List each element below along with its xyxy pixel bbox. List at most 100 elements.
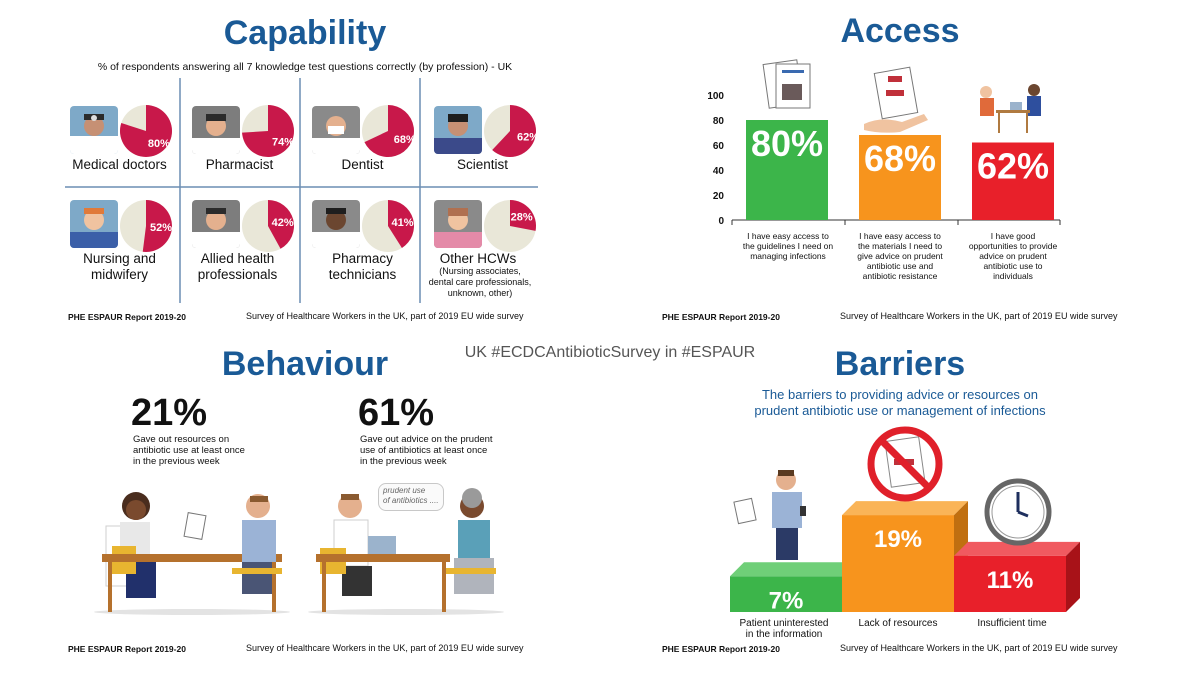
label-pharmacist: Pharmacist bbox=[205, 157, 274, 172]
access-cat-3-l4: antibiotic use to bbox=[983, 261, 1043, 271]
label-pharmacy-technicians: Pharmacy technicians bbox=[305, 251, 420, 283]
pie-value-label: 41% bbox=[391, 217, 413, 229]
pie-allied-health: 42% bbox=[242, 200, 294, 252]
barriers-title: Barriers bbox=[834, 345, 966, 383]
access-bar-value: 80% bbox=[751, 123, 823, 164]
scientist-icon bbox=[434, 106, 482, 154]
pie-slice bbox=[492, 105, 536, 157]
stat2-desc-l2: use of antibiotics at least once bbox=[360, 445, 488, 456]
access-cat-1-l3: managing infections bbox=[750, 251, 826, 261]
dentist-icon bbox=[312, 106, 360, 154]
access-cat-2-l1: I have easy access to bbox=[859, 231, 941, 241]
label-other-hcws: Other HCWs bbox=[439, 251, 517, 266]
access-cat-3-l2: opportunities to provide bbox=[968, 241, 1058, 251]
clock-icon bbox=[984, 478, 1052, 546]
footer-right-barriers: Survey of Healthcare Workers in the UK, … bbox=[840, 643, 1118, 653]
y-tick-label: 80 bbox=[713, 116, 725, 127]
access-cat-3-l5: individuals bbox=[993, 271, 1033, 281]
footer-left-access: PHE ESPAUR Report 2019-20 bbox=[662, 312, 780, 322]
access-chart: 0 20 40 60 80 100 80% 68% 62% bbox=[707, 91, 1061, 227]
speech-bubble-text: prudent use of antibiotics .... bbox=[383, 486, 439, 506]
access-cat-1: I have easy access to the guidelines I n… bbox=[738, 231, 838, 261]
barrier-bar-value: 7% bbox=[769, 587, 804, 614]
label-pharmtech-line2: technicians bbox=[328, 267, 397, 282]
barrier-bar-top bbox=[842, 501, 968, 516]
label-allied-health: Allied health professionals bbox=[180, 251, 295, 283]
barriers-subtitle-l1: The barriers to providing advice or reso… bbox=[761, 387, 1039, 402]
pie-slice bbox=[142, 200, 172, 252]
pie-nursing-midwifery: 52% bbox=[120, 200, 172, 252]
capability-grid bbox=[65, 78, 538, 303]
pie-pharmacy-technicians: 41% bbox=[362, 200, 414, 252]
barriers-subtitle-l2: prudent antibiotic use or management of … bbox=[754, 403, 1046, 418]
nurse-icon bbox=[70, 200, 118, 248]
access-bar-value: 68% bbox=[864, 138, 936, 179]
consultation-people-icon bbox=[980, 84, 1041, 133]
pie-value-label: 68% bbox=[394, 134, 416, 146]
pie-value-label: 28% bbox=[511, 211, 533, 223]
barrier-bar-top bbox=[954, 541, 1080, 556]
y-tick-label: 100 bbox=[707, 91, 724, 102]
barrier-bar bbox=[954, 555, 1066, 612]
barrier-bar-side bbox=[1066, 541, 1080, 612]
y-tick-label: 20 bbox=[713, 191, 725, 202]
pharmacist-icon bbox=[192, 106, 240, 154]
barrier-bar-value: 19% bbox=[874, 526, 922, 553]
barriers-subtitle: The barriers to providing advice or reso… bbox=[730, 387, 1070, 419]
barrier-bar bbox=[842, 515, 954, 612]
capability-title: Capability bbox=[223, 14, 387, 52]
uninterested-patient-icon bbox=[733, 470, 806, 560]
access-bar bbox=[859, 135, 941, 220]
pie-value-label: 62% bbox=[517, 132, 538, 144]
pie-value-label: 80% bbox=[148, 138, 170, 150]
access-cat-3-l1: I have good bbox=[990, 231, 1036, 241]
hashtag: UK #ECDCAntibioticSurvey in #ESPAUR bbox=[464, 344, 756, 361]
stat1-desc-l2: antibiotic use at least once bbox=[133, 445, 245, 456]
barrier-bar bbox=[730, 576, 842, 612]
access-cat-1-l1: I have easy access to bbox=[747, 231, 829, 241]
footer-right-access: Survey of Healthcare Workers in the UK, … bbox=[840, 311, 1118, 321]
resource-handout-illustration bbox=[94, 492, 290, 615]
access-bar bbox=[972, 142, 1054, 220]
barriers-chart: 7% 19% 11% bbox=[730, 501, 1080, 614]
pie-value-label: 74% bbox=[272, 136, 294, 148]
y-tick-label: 40 bbox=[713, 166, 725, 177]
access-cat-2-l2: the materials I need to bbox=[857, 241, 943, 251]
label-dentist: Dentist bbox=[341, 157, 384, 172]
y-tick-label: 60 bbox=[713, 141, 725, 152]
guidelines-document-icon bbox=[762, 59, 811, 109]
label-nursing-line2: midwifery bbox=[90, 267, 148, 282]
pie-scientist: 62% bbox=[484, 105, 538, 157]
capability-subtitle: % of respondents answering all 7 knowled… bbox=[97, 61, 513, 73]
y-tick-label: 0 bbox=[718, 216, 724, 227]
allied-health-icon bbox=[192, 200, 240, 248]
stat1-desc-l1: Gave out resources on bbox=[133, 434, 230, 445]
label-allied-line2: professionals bbox=[197, 267, 278, 282]
behaviour-stat2-desc: Gave out advice on the prudent use of an… bbox=[360, 434, 520, 467]
doctor-icon bbox=[70, 106, 118, 154]
access-bar bbox=[746, 120, 828, 220]
barrier-cat-1-l2: in the information bbox=[745, 629, 823, 640]
footer-right-capability: Survey of Healthcare Workers in the UK, … bbox=[246, 311, 524, 321]
stat1-desc-l3: in the previous week bbox=[133, 456, 220, 467]
pie-slice bbox=[510, 200, 536, 231]
access-cat-3: I have good opportunities to provide adv… bbox=[963, 231, 1063, 281]
pharmacy-technician-icon bbox=[312, 200, 360, 248]
footer-left-capability: PHE ESPAUR Report 2019-20 bbox=[68, 312, 186, 322]
access-bar-value: 62% bbox=[977, 146, 1049, 187]
barrier-cat-2: Lack of resources bbox=[858, 618, 938, 629]
pie-medical-doctors: 80% bbox=[120, 105, 172, 157]
stat2-desc-l3: in the previous week bbox=[360, 456, 447, 467]
label-allied-line1: Allied health bbox=[200, 251, 275, 266]
advice-illustration bbox=[308, 488, 504, 615]
behaviour-stat2-pct: 61% bbox=[358, 392, 435, 434]
pie-value-label: 42% bbox=[272, 217, 294, 229]
note-line2: dental care professionals, bbox=[428, 277, 532, 287]
pie-slice bbox=[242, 105, 294, 157]
behaviour-title: Behaviour bbox=[221, 345, 389, 383]
access-cat-3-l3: advice on prudent bbox=[979, 251, 1047, 261]
access-cat-2-l3: give advice on prudent bbox=[857, 251, 943, 261]
footer-left-barriers: PHE ESPAUR Report 2019-20 bbox=[662, 644, 780, 654]
label-medical-doctors: Medical doctors bbox=[72, 157, 167, 172]
stat2-desc-l1: Gave out advice on the prudent bbox=[360, 434, 493, 445]
